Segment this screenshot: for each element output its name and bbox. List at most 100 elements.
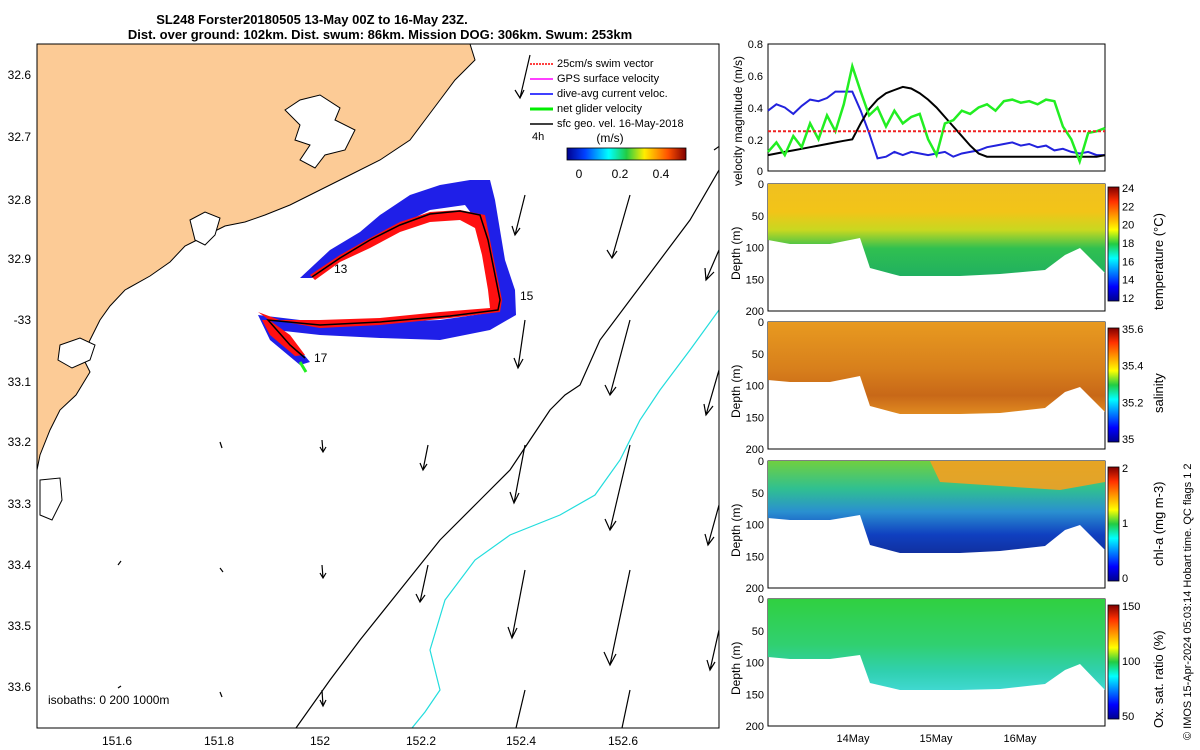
date-tick: 16May [1003,733,1037,745]
colorbar-tick: 150 [1122,601,1140,613]
lat-tick: 32.8 [8,193,32,207]
oxygen-cb-label: Ox. sat. ratio (%) [1151,630,1166,728]
lon-tick: 152.4 [506,734,536,748]
isobath-200 [295,169,719,728]
swim-vector-band [258,210,502,356]
glider-track-line [266,210,501,359]
colorbar-ticks: 24 22 20 18 16 14 12 35.6 35.4 35.2 35 2 1 0 150 100 50 [1122,183,1143,723]
depth-tick: 50 [752,488,764,500]
depth-tick: 150 [746,551,764,563]
geo-arrow [604,444,631,532]
colorbar-tick: 100 [1122,656,1140,668]
lat-tick: 33.4 [8,558,32,572]
depth-tick: 200 [746,444,764,456]
depth-tick: 50 [752,626,764,638]
temperature-panel [767,183,1120,312]
temperature-colorbar [1107,186,1120,302]
geo-arrow [713,145,719,151]
oxygen-panel [767,598,1120,727]
map-panel: 13 15 17 151.6 151.8 152 152.2 152.4 152… [8,43,720,748]
geo-arrow [509,444,526,505]
depth-tick: 150 [746,412,764,424]
depth-tick: 150 [746,274,764,286]
lake-myall [189,211,221,246]
geo-arrow [603,569,631,667]
speed-colorbar: (m/s) 0 0.2 0.4 [566,131,687,181]
salinity-ylabel: Depth (m) [729,365,743,418]
geo-arrow [117,560,122,566]
depth-tick: 200 [746,583,764,595]
chlorophyll-colorbar [1107,466,1120,582]
colorbar-tick: 0 [1122,573,1128,585]
depth-tick: 50 [752,211,764,223]
colorbar-tick: 18 [1122,238,1134,250]
isobath-1000 [411,309,719,728]
geo-arrow [319,439,327,454]
geo-arrow [117,685,122,689]
salinity-panel [767,321,1120,450]
colorbar-tick: 22 [1122,201,1134,213]
velocity-lines [767,61,1106,166]
legend-label-current: dive-avg current veloc. [557,88,668,100]
geo-arrow [219,441,223,449]
colorbar-tick: 50 [1122,711,1134,723]
salinity-field [768,322,1105,414]
lat-tick: 32.9 [8,252,32,266]
date-tick: 15May [919,733,953,745]
legend-label-net: net glider velocity [557,103,642,115]
vel-ytick: 0.8 [748,39,763,51]
salinity-colorbar [1107,327,1120,443]
depth-ticks: 0501001502000501001502000501001502000501… [746,179,764,733]
geo-arrow [415,564,429,604]
credit-text: © IMOS 15-Apr-2024 05:03:14 Hobart time.… [1182,463,1194,740]
chlorophyll-cb-label: chl-a (mg m-3) [1151,481,1166,566]
colorbar-tick: 35.2 [1122,397,1143,409]
geo-arrow [513,319,526,370]
chlorophyll-panel [767,460,1120,589]
figure-title-line2: Dist. over ground: 102km. Dist. swum: 86… [128,27,632,42]
map-frame [36,43,720,729]
map-lat-axis: 32.6 32.7 32.8 32.9 -33 33.1 33.2 33.3 3… [8,68,32,694]
lake-wallis [284,94,356,169]
depth-tick: 100 [746,520,764,532]
map-lon-axis: 151.6 151.8 152 152.2 152.4 152.6 [102,734,638,748]
geo-arrow [704,504,719,547]
legend-note-4h: 4h [532,131,544,143]
speed-colorbar-bar [566,147,687,161]
figure-title-line1: SL248 Forster20180505 13-May 00Z to 16-M… [156,12,467,27]
lat-tick: 33.1 [8,375,32,389]
geo-arrow [706,629,719,672]
depth-tick: 150 [746,689,764,701]
net-velocity-marker [298,361,308,373]
legend-label-geo: sfc geo. vel. 16-May-2018 [557,118,684,130]
depth-tick: 0 [758,179,764,191]
lake-macquarie [39,477,63,521]
depth-tick: 0 [758,456,764,468]
depth-tick: 100 [746,658,764,670]
geo-arrow [319,689,327,708]
geo-arrow [514,54,531,100]
geo-arrow [507,569,526,640]
lat-tick: 32.7 [8,130,32,144]
colorbar-tick: 20 [1122,220,1134,232]
lat-tick: 32.6 [8,68,32,82]
vel-ytick: 0.2 [748,135,763,147]
track-label-13: 13 [334,262,348,276]
legend-label-swim: 25cm/s swim vector [557,58,654,70]
land-mass [37,44,476,471]
lat-tick: 33.6 [8,680,32,694]
lon-tick: 152.2 [406,734,436,748]
velocity-series-2 [767,61,1106,166]
colorbar-tick: 35.4 [1122,361,1143,373]
port-stephens [57,337,96,369]
colorbar-tick: 24 [1122,183,1134,195]
depth-tick: 100 [746,243,764,255]
geo-arrow [515,689,526,728]
geo-arrow [511,194,526,237]
map-legend: 25cm/s swim vector GPS surface velocity … [530,58,684,143]
legend-label-gps: GPS surface velocity [557,73,660,85]
oxygen-field [768,599,1105,690]
temperature-cb-label: temperature (°C) [1151,213,1166,310]
geo-arrow [621,689,631,728]
